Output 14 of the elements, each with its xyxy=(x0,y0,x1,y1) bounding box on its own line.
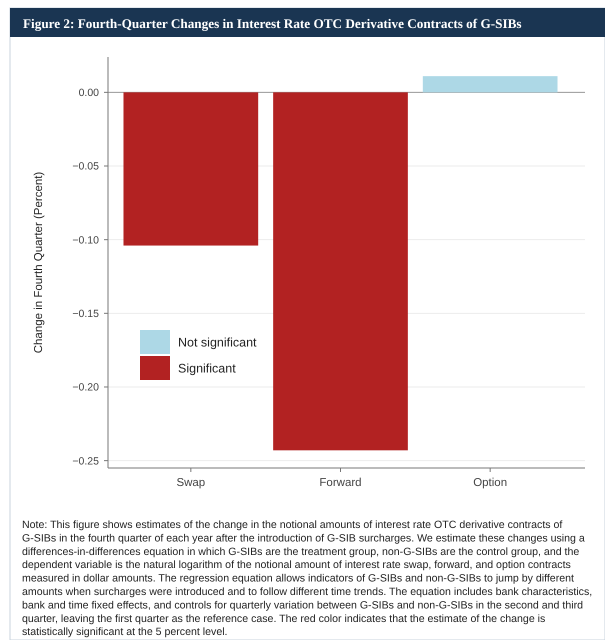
y-tick-label: −0.20 xyxy=(72,382,100,394)
y-tick-label: −0.10 xyxy=(72,234,100,246)
y-axis-title: Change in Fourth Quarter (Percent) xyxy=(33,172,45,354)
y-tick-label: −0.25 xyxy=(72,455,100,468)
y-tick-label: 0.00 xyxy=(78,87,100,100)
x-tick-label: Forward xyxy=(319,477,362,489)
y-tick-label: −0.15 xyxy=(72,308,100,320)
text: Note: This figure shows estimates of the change in the notional amounts of interest rate OTC derivative contracts of G-SIBs in the fourth quarter of each year after the introduction of G-SIB surcharges. We estimate these changes using a differences-in-differences equation in which G-SIBs are the treatment group, non-G-SIBs are the control group, and the dependent variable is the natural logarithm of the notional amount of interest rate swap, forward, and option contracts measured in dollar amounts. The regression equation allows indicators of G-SIBs and non-G-SIBs to jump by different amounts when surcharges were introduced and to follow different time trends. The equation includes bank characteristics, bank and time fixed effects, and controls for quarterly variation between G-SIBs and non-G-SIBs in the second and third quarter, leaving the first quarter as the reference case. The red color indicates that the estimate of the change is statistically significant at the 5 percent level. xyxy=(22,519,592,638)
x-tick-label: Option xyxy=(473,477,508,489)
chart-title: Figure 2: Fourth-Quarter Changes in Interest Rate OTC Derivative Contracts of G-SIBs xyxy=(23,16,522,31)
legend-label: Not significant xyxy=(178,335,258,350)
legend-label: Significant xyxy=(178,361,236,376)
x-tick-label: Swap xyxy=(176,477,206,489)
y-tick-label: −0.05 xyxy=(72,160,100,173)
